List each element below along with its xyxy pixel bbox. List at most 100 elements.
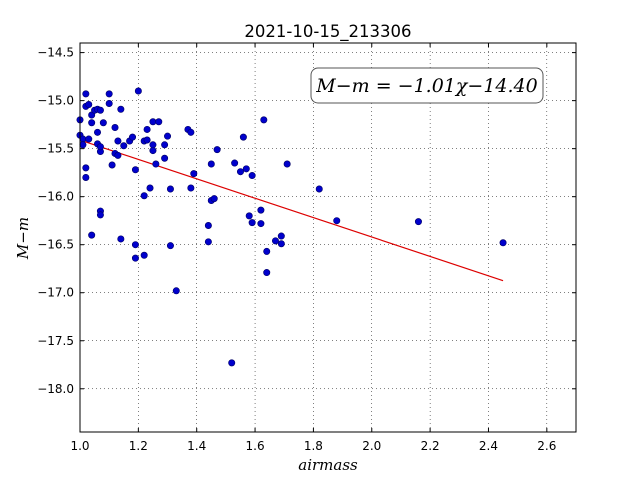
data-point	[187, 184, 195, 192]
y-tick-label: −17.5	[37, 334, 74, 348]
data-point	[228, 359, 236, 367]
data-point	[82, 90, 90, 98]
data-point	[166, 242, 174, 250]
data-point	[260, 116, 268, 124]
y-tick-label: −15.5	[37, 142, 74, 156]
data-point	[134, 87, 142, 95]
data-point	[248, 172, 256, 180]
data-point	[82, 173, 90, 181]
chart-title: 2021-10-15_213306	[244, 22, 411, 42]
data-point	[140, 192, 148, 200]
data-point	[149, 147, 157, 155]
x-tick-label: 2.2	[421, 439, 440, 453]
data-point	[263, 269, 271, 277]
y-tick-label: −16.5	[37, 238, 74, 252]
data-point	[114, 151, 122, 159]
data-point	[207, 160, 215, 168]
data-point	[231, 159, 239, 167]
x-tick-label: 1.2	[129, 439, 148, 453]
data-point	[257, 220, 265, 228]
y-tick-label: −16.0	[37, 190, 74, 204]
data-point	[149, 118, 157, 126]
x-tick-label: 1.0	[70, 439, 89, 453]
data-point	[108, 161, 116, 169]
data-point	[111, 124, 119, 132]
data-point	[105, 100, 113, 108]
fit-line-group	[79, 139, 504, 282]
data-point	[96, 211, 104, 219]
x-tick-label: 2.0	[362, 439, 381, 453]
data-point	[117, 105, 125, 113]
data-point	[204, 238, 212, 246]
data-point	[239, 133, 247, 141]
data-point	[190, 170, 198, 178]
data-point	[277, 232, 285, 240]
data-point	[204, 221, 212, 229]
data-point	[99, 119, 107, 127]
data-point	[210, 195, 218, 203]
data-point	[187, 128, 195, 136]
data-point	[85, 100, 93, 108]
fit-line	[79, 139, 504, 282]
data-point	[172, 287, 180, 295]
x-tick-label: 2.4	[479, 439, 498, 453]
x-axis-label: airmass	[298, 456, 358, 474]
data-point	[117, 235, 125, 243]
data-point	[96, 143, 104, 151]
data-point	[88, 231, 96, 239]
data-point	[236, 168, 244, 176]
plot-area-frame	[79, 42, 577, 433]
data-point	[114, 137, 122, 145]
data-point	[277, 240, 285, 248]
data-point	[161, 154, 169, 162]
data-point	[271, 237, 279, 245]
data-point	[143, 136, 151, 144]
data-point	[152, 160, 160, 168]
data-point	[263, 247, 271, 255]
data-point	[85, 135, 93, 143]
data-point	[248, 219, 256, 227]
data-point	[105, 90, 113, 98]
data-point	[131, 241, 139, 249]
data-point	[257, 206, 265, 214]
grid	[79, 43, 576, 432]
data-point	[131, 166, 139, 174]
y-tick-label: −18.0	[37, 382, 74, 396]
y-axis-label: M−m	[14, 217, 32, 260]
x-tick-label: 1.8	[304, 439, 323, 453]
data-point	[166, 185, 174, 193]
data-point	[140, 251, 148, 259]
y-tick-label: −17.0	[37, 286, 74, 300]
data-point	[242, 165, 250, 173]
data-point	[96, 106, 104, 114]
data-point	[88, 119, 96, 127]
axis-ticks: 1.0 1.2 1.4 1.6 1.8 2.0 2.2 2.4 2.6 −14.5 −15.0 −15…	[37, 43, 576, 453]
fit-equation-label: M−m = −1.01χ−14.40	[315, 75, 537, 97]
data-points	[76, 87, 507, 367]
annotation-box	[310, 67, 544, 104]
data-point	[315, 185, 323, 193]
data-point	[131, 254, 139, 262]
data-point	[333, 217, 341, 225]
data-point	[164, 132, 172, 140]
y-tick-label: −14.5	[37, 46, 74, 60]
data-point	[155, 118, 163, 126]
data-point	[79, 141, 87, 149]
x-tick-label: 2.6	[537, 439, 556, 453]
data-point	[499, 239, 507, 247]
y-tick-label: −15.0	[37, 94, 74, 108]
x-tick-label: 1.6	[246, 439, 265, 453]
data-point	[283, 160, 291, 168]
data-point	[79, 135, 87, 143]
data-point	[129, 133, 137, 141]
data-point	[245, 212, 253, 220]
data-point	[149, 141, 157, 149]
data-point	[213, 146, 221, 154]
data-point	[82, 164, 90, 172]
data-point	[161, 141, 169, 149]
data-point	[414, 218, 422, 226]
data-point	[94, 128, 102, 136]
data-point	[143, 125, 151, 133]
data-point	[146, 184, 154, 192]
